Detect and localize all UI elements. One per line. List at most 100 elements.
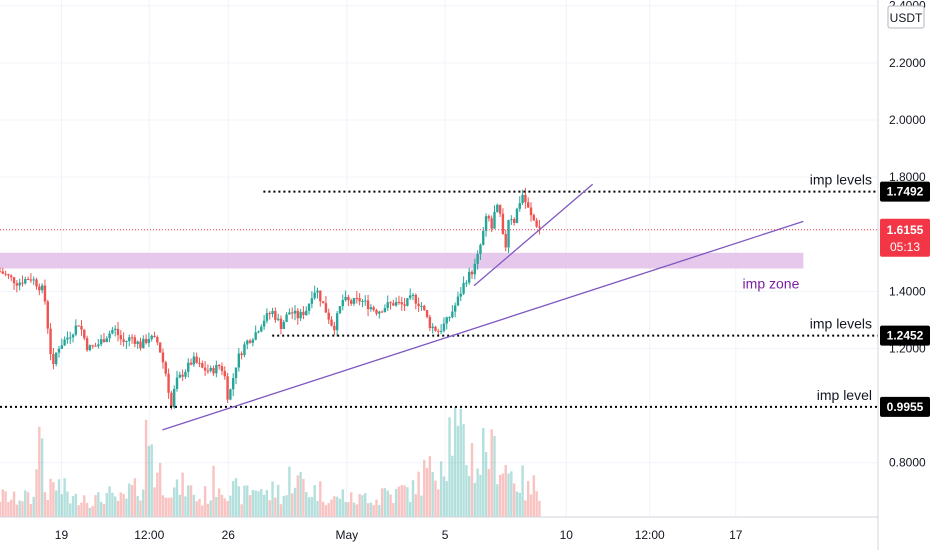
candle-body xyxy=(243,344,246,356)
volume-bar xyxy=(361,495,364,517)
candle-body xyxy=(465,282,468,284)
candle-body xyxy=(99,339,103,345)
candle-body xyxy=(529,207,533,216)
candle-body xyxy=(330,319,333,326)
volume-bar xyxy=(142,489,145,517)
candle-body xyxy=(319,290,322,302)
candle-body xyxy=(327,312,330,320)
volume-bar xyxy=(234,478,238,517)
candle-body xyxy=(431,326,434,329)
volume-bar xyxy=(201,505,204,517)
price-tick-label: 2.2000 xyxy=(889,56,926,70)
resistance-level-note: imp levels xyxy=(810,172,872,188)
volume-bar xyxy=(476,468,479,517)
volume-bar xyxy=(445,481,448,517)
candle-body xyxy=(133,337,137,344)
volume-bar xyxy=(453,406,457,517)
candle-body xyxy=(10,275,13,278)
candle-body xyxy=(18,282,21,286)
candle-body xyxy=(178,374,182,378)
volume-bar xyxy=(305,492,308,517)
time-tick-label: 12:00 xyxy=(134,528,164,542)
support-level-badge-label: 1.2452 xyxy=(887,329,924,343)
candle-body xyxy=(532,215,536,221)
candle-body xyxy=(341,299,344,307)
time-tick-label: 10 xyxy=(560,528,574,542)
volume-bar xyxy=(330,499,333,517)
volume-bar xyxy=(386,490,389,517)
volume-bar xyxy=(347,502,350,517)
candle-body xyxy=(69,337,72,339)
current-price-badge[interactable] xyxy=(880,218,930,257)
candles xyxy=(0,187,541,410)
candle-body xyxy=(63,339,66,346)
candle-body xyxy=(535,220,538,227)
candle-body xyxy=(487,216,491,219)
time-tick-label: May xyxy=(335,528,358,542)
volume-bar xyxy=(260,488,263,517)
volume-bar xyxy=(484,452,488,517)
short-trendline[interactable] xyxy=(473,183,594,287)
candle-body xyxy=(83,329,86,339)
volume-bar xyxy=(248,495,252,517)
candle-body xyxy=(0,271,2,273)
candle-body xyxy=(423,305,426,311)
volume-bar xyxy=(524,500,527,517)
candle-body xyxy=(397,301,401,303)
bottom-level-badge[interactable] xyxy=(880,396,930,417)
volume-bar xyxy=(105,492,108,517)
volume-bar xyxy=(470,443,474,517)
candle-body xyxy=(470,271,474,275)
candle-body xyxy=(279,318,283,330)
candle-body xyxy=(375,310,378,314)
volume-bar xyxy=(158,462,162,517)
currency-box[interactable] xyxy=(887,5,925,29)
price-tick-label: 1.4000 xyxy=(889,284,926,298)
volume-bar xyxy=(321,501,325,517)
drawings[interactable]: imp levels imp levels imp level xyxy=(0,172,878,431)
imp-zone-rect[interactable] xyxy=(0,252,804,269)
volume-bar xyxy=(279,504,283,517)
candle-body xyxy=(170,392,173,408)
candle-body xyxy=(510,219,513,221)
candle-body xyxy=(130,337,134,339)
volume-bar xyxy=(268,500,271,517)
candle-body xyxy=(305,310,308,316)
candle-body xyxy=(394,301,398,306)
support-level-badge[interactable] xyxy=(880,325,930,346)
volume-bar xyxy=(288,466,291,517)
price-axis[interactable]: 2.40002.20002.00001.80001.40001.20000.80… xyxy=(877,0,930,550)
candle-body xyxy=(392,303,395,306)
volume-bar xyxy=(130,485,134,517)
volume-bar xyxy=(215,497,218,517)
candle-body xyxy=(192,356,196,365)
volume-bar xyxy=(74,493,78,517)
volume-bar xyxy=(18,500,21,517)
candle-body xyxy=(501,213,505,235)
candle-body xyxy=(369,307,373,310)
candle-body xyxy=(108,333,111,339)
volume-bar xyxy=(482,427,485,517)
candle-body xyxy=(290,312,294,314)
volume-bar xyxy=(133,478,137,517)
volume-bar xyxy=(498,474,502,517)
candle-body xyxy=(195,356,198,363)
candle-body xyxy=(324,303,328,313)
candle-body xyxy=(226,376,229,400)
volume-bar xyxy=(223,498,226,517)
candle-body xyxy=(198,362,201,364)
resistance-level-badge[interactable] xyxy=(880,181,930,202)
volume-bar xyxy=(257,491,260,517)
long-trendline[interactable] xyxy=(162,220,804,431)
candle-body xyxy=(425,310,429,317)
time-axis[interactable]: 19 12:00 26 May 5 10 12:00 17 xyxy=(0,516,878,542)
time-tick-label: 5 xyxy=(442,528,449,542)
candle-body xyxy=(364,300,367,302)
volume-bar xyxy=(108,486,111,517)
volume-bar xyxy=(35,469,38,517)
candle-body xyxy=(172,388,176,408)
volume-bar xyxy=(479,474,482,517)
volume-bar xyxy=(490,429,493,517)
